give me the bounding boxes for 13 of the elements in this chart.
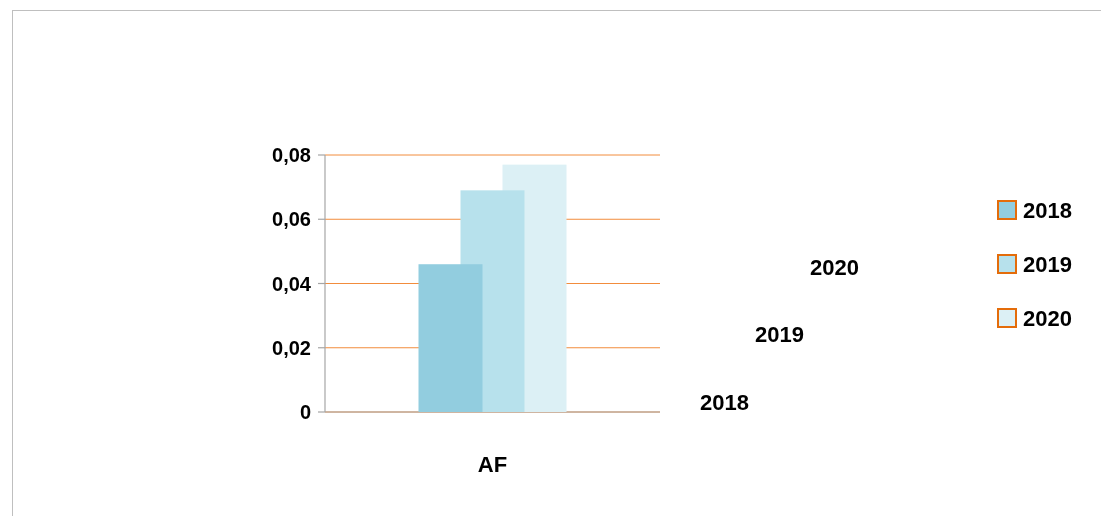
legend-label: 2020: [1023, 305, 1072, 331]
y-tick-label: 0,06: [272, 208, 311, 231]
legend-label: 2018: [1023, 197, 1072, 223]
text: 2020: [810, 254, 859, 280]
text: 2018: [700, 389, 749, 415]
y-tick-label: 0,04: [272, 272, 312, 295]
y-tick-label: 0,02: [272, 336, 311, 359]
bar: [418, 264, 483, 412]
y-tick-label: 0: [299, 401, 311, 423]
legend-label: 2019: [1023, 251, 1072, 277]
y-tick-label: 0,08: [272, 144, 311, 166]
x-tick-label: AF: [477, 452, 508, 477]
text: 2019: [755, 322, 804, 348]
